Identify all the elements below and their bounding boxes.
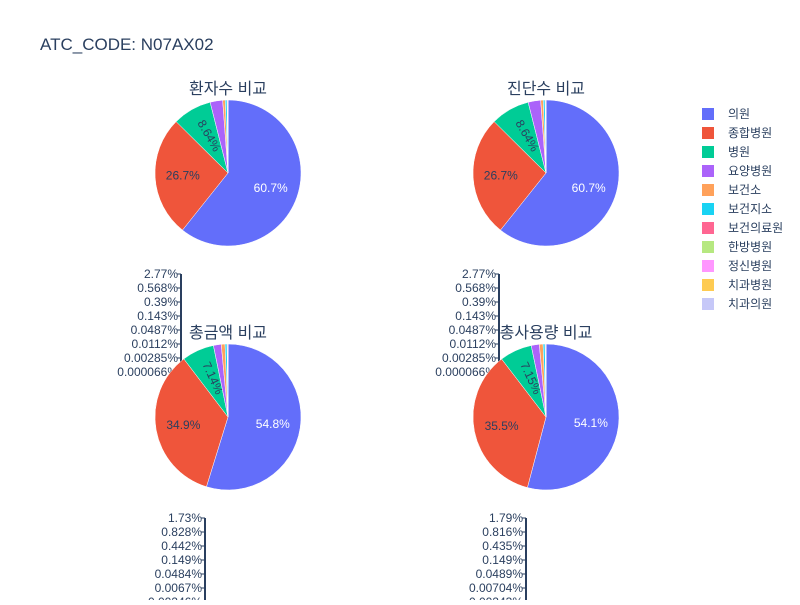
- slice-label-outside: 0.0484%: [155, 567, 203, 581]
- slice-label-outside: 1.79%: [489, 511, 523, 525]
- legend-label: 정신병원: [728, 259, 772, 273]
- legend-swatch: [702, 222, 714, 234]
- slice-label-outside: 1.73%: [168, 511, 202, 525]
- slice-label-outside: 0.0112%: [450, 337, 497, 351]
- pie-title: 총금액 비교: [189, 324, 267, 342]
- slice-label: 60.7%: [254, 181, 288, 195]
- pie-title: 총사용량 비교: [500, 324, 593, 342]
- legend-label: 치과의원: [728, 297, 772, 311]
- legend-label: 보건지소: [728, 202, 772, 216]
- legend-label: 보건의료원: [728, 221, 783, 235]
- legend-swatch: [702, 184, 714, 196]
- slice-label: 54.8%: [256, 417, 290, 431]
- slice-label: 35.5%: [485, 419, 519, 433]
- slice-label-outside: 0.00243%: [469, 595, 523, 600]
- slice-label-outside: 0.00704%: [469, 581, 523, 595]
- legend-item[interactable]: 병원: [702, 145, 750, 159]
- legend-label: 치과병원: [728, 278, 772, 292]
- figure-title: ATC_CODE: N07AX02: [40, 35, 214, 54]
- slice-label-outside: 0.568%: [455, 281, 496, 295]
- slice-label-outside: 0.39%: [462, 295, 496, 309]
- slice-label: 54.1%: [574, 416, 608, 430]
- slice-label-outside: 0.568%: [137, 281, 178, 295]
- slice-label: 26.7%: [166, 169, 200, 183]
- legend-label: 병원: [728, 145, 750, 159]
- legend-label: 보건소: [728, 183, 761, 197]
- legend-swatch: [702, 241, 714, 253]
- legend-item[interactable]: 보건지소: [702, 202, 772, 216]
- slice-label-outside: 0.149%: [482, 553, 523, 567]
- pie-title: 진단수 비교: [507, 80, 585, 98]
- slice-label-outside: 0.816%: [482, 525, 523, 539]
- slice-label-outside: 0.00285%: [442, 351, 496, 365]
- legend-item[interactable]: 치과의원: [702, 297, 772, 311]
- slice-label-outside: 0.143%: [137, 309, 178, 323]
- slice-label: 34.9%: [166, 418, 200, 432]
- slice-label-outside: 0.0112%: [132, 337, 179, 351]
- legend-label: 한방병원: [728, 240, 772, 254]
- slice-label-outside: 0.00246%: [148, 595, 202, 600]
- legend-swatch: [702, 279, 714, 291]
- slice-label-outside: 0.442%: [161, 539, 202, 553]
- slice-label-outside: 0.0487%: [449, 323, 497, 337]
- legend-swatch: [702, 298, 714, 310]
- slice-label-outside: 0.149%: [161, 553, 202, 567]
- slice-label: 60.7%: [572, 181, 606, 195]
- legend-label: 종합병원: [728, 126, 772, 140]
- pie-charts: 환자수 비교60.7%26.7%8.64%2.77%0.568%0.39%0.1…: [117, 80, 619, 600]
- legend-item[interactable]: 한방병원: [702, 240, 772, 254]
- legend-swatch: [702, 260, 714, 272]
- legend-item[interactable]: 요양병원: [702, 164, 772, 178]
- legend-item[interactable]: 치과병원: [702, 278, 772, 292]
- slice-label-outside: 0.828%: [161, 525, 202, 539]
- legend-item[interactable]: 보건소: [702, 183, 761, 197]
- legend-swatch: [702, 108, 714, 120]
- legend-item[interactable]: 의원: [702, 107, 750, 121]
- slice-label-outside: 0.0489%: [476, 567, 524, 581]
- legend-swatch: [702, 203, 714, 215]
- legend-label: 요양병원: [728, 164, 772, 178]
- slice-label-outside: 0.39%: [144, 295, 178, 309]
- slice-label-outside: 0.435%: [482, 539, 523, 553]
- slice-label-outside: 0.0487%: [131, 323, 179, 337]
- legend-item[interactable]: 종합병원: [702, 126, 772, 140]
- legend-swatch: [702, 146, 714, 158]
- slice-label-outside: 2.77%: [144, 267, 178, 281]
- legend-swatch: [702, 165, 714, 177]
- slice-label-outside: 0.143%: [455, 309, 496, 323]
- legend-item[interactable]: 정신병원: [702, 259, 772, 273]
- slice-label: 26.7%: [484, 169, 518, 183]
- slice-label-outside: 2.77%: [462, 267, 496, 281]
- legend-label: 의원: [728, 107, 750, 121]
- legend-swatch: [702, 127, 714, 139]
- slice-label-outside: 0.0067%: [155, 581, 203, 595]
- legend-item[interactable]: 보건의료원: [702, 221, 783, 235]
- pie-title: 환자수 비교: [189, 80, 267, 98]
- slice-label-outside: 0.00285%: [124, 351, 178, 365]
